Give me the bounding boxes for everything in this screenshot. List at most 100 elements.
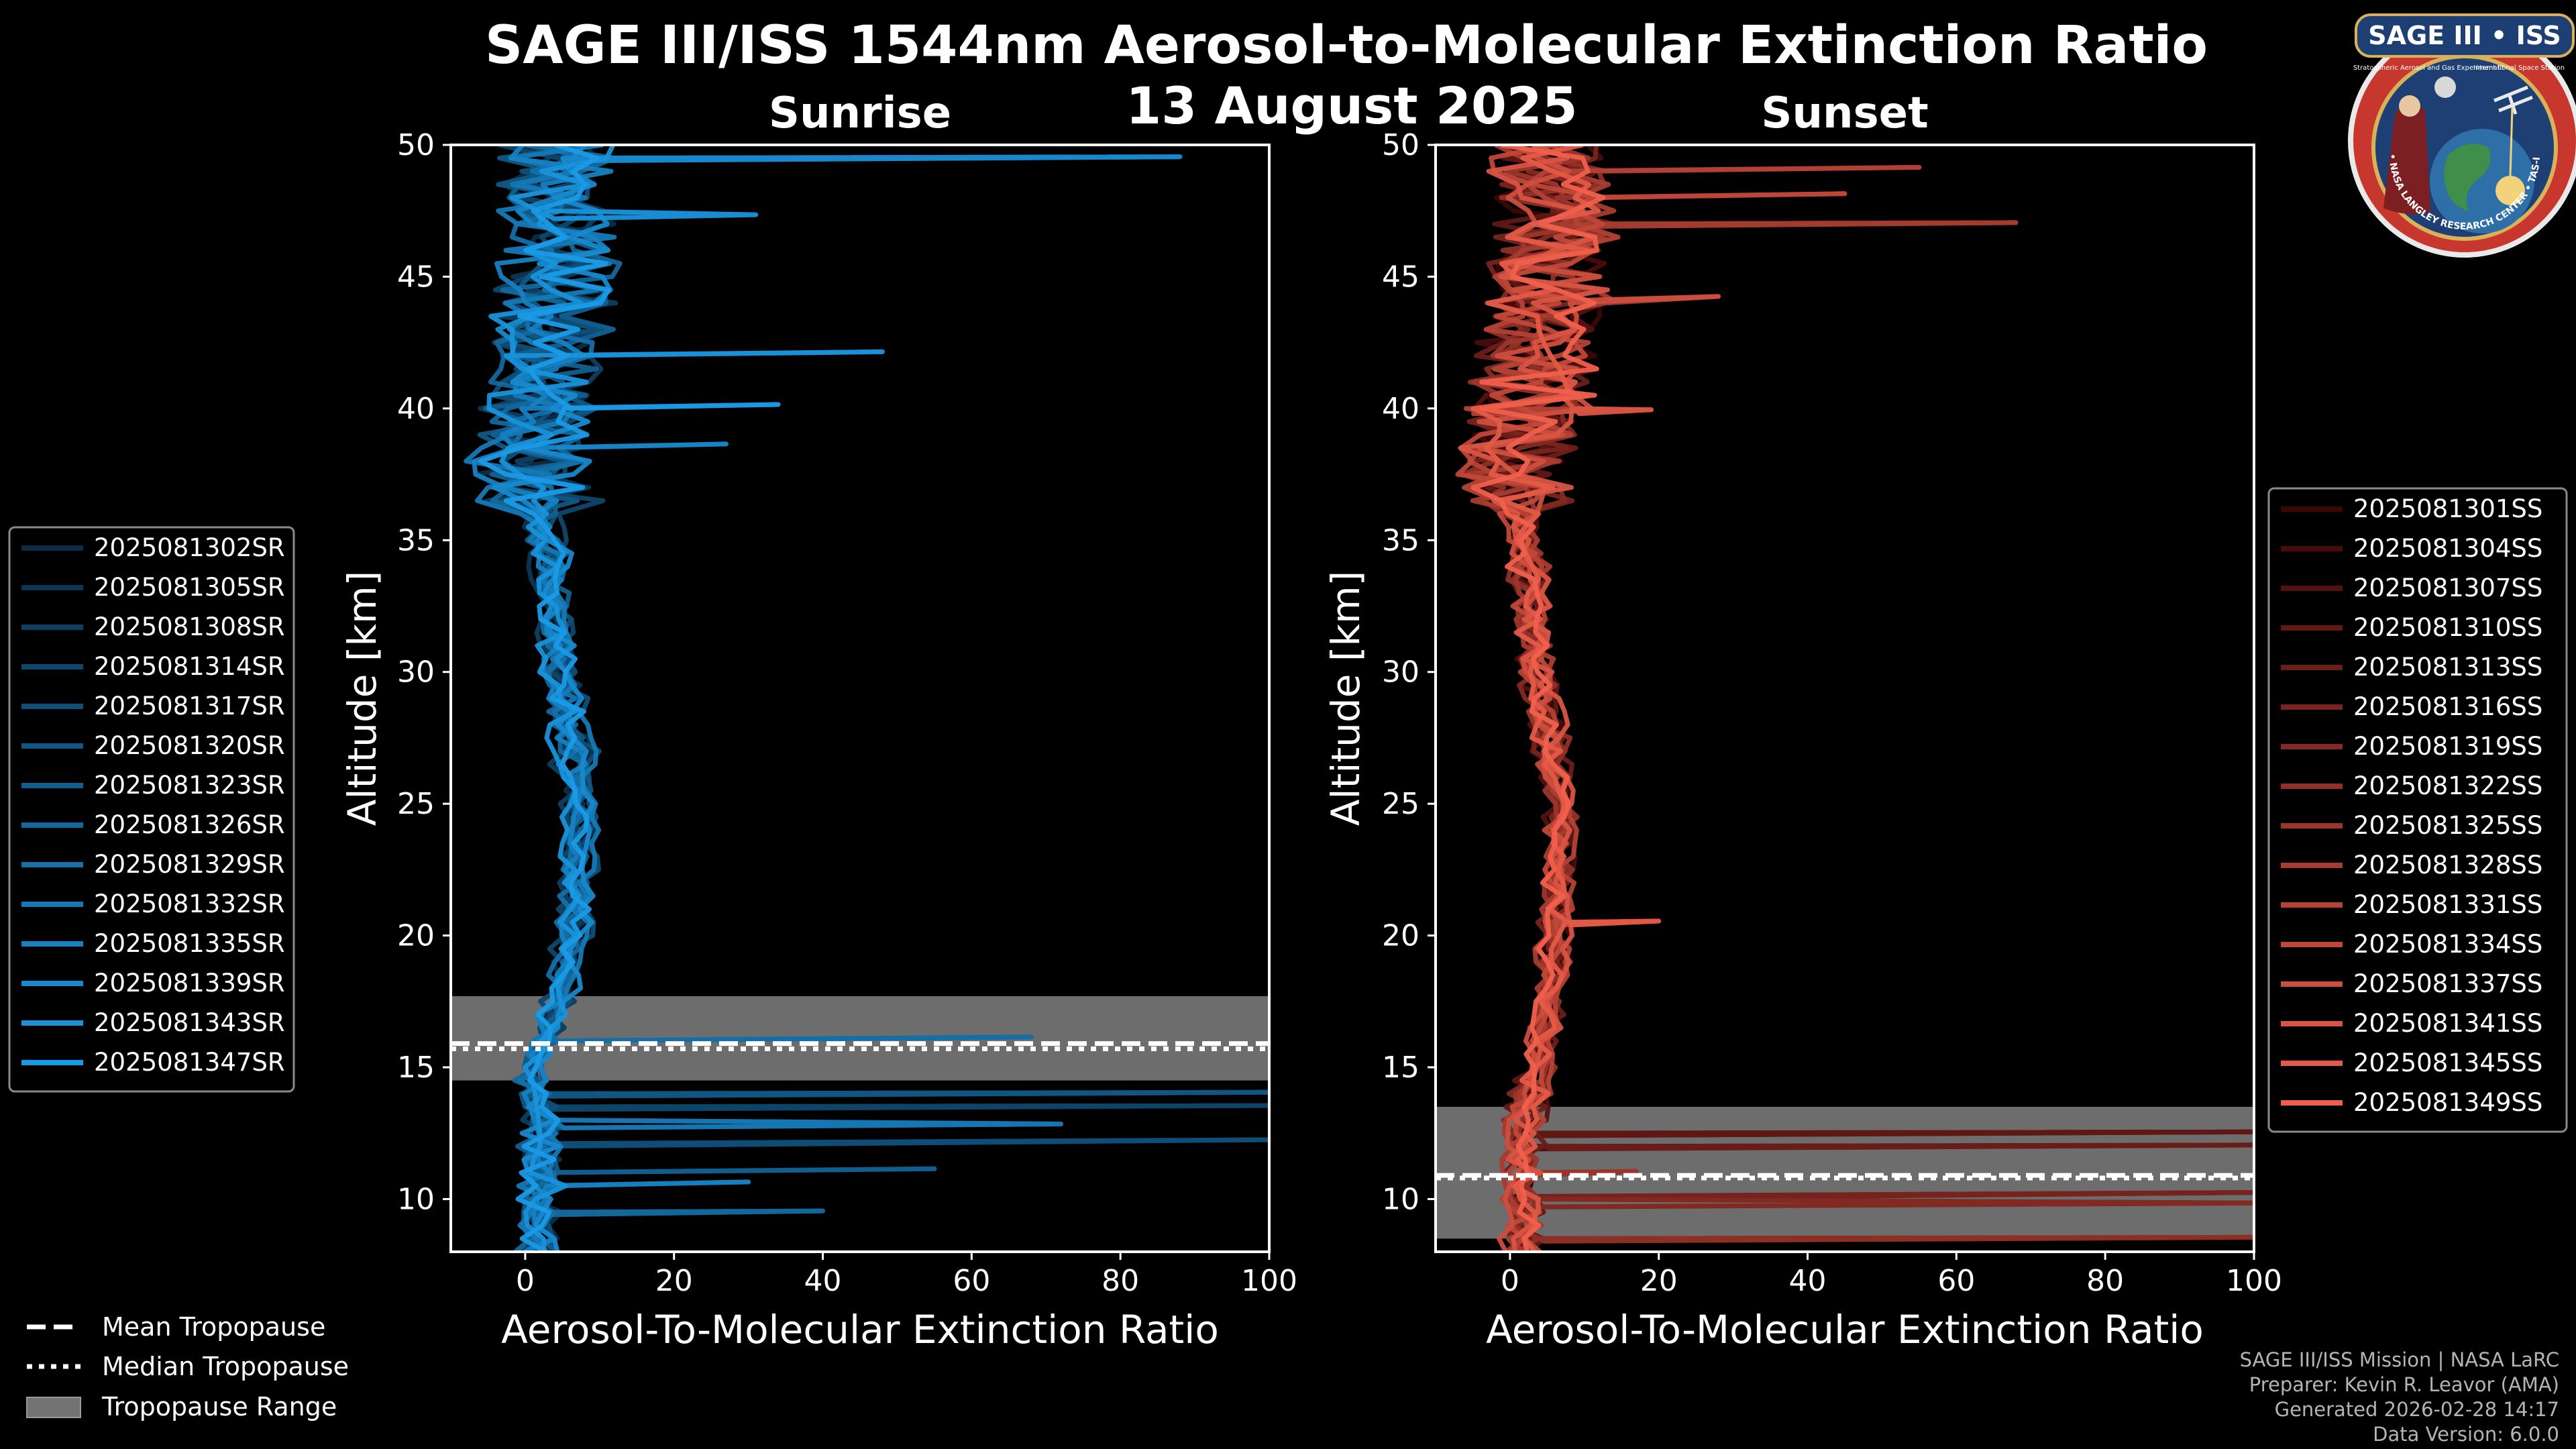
sunrise-x-tick-label: 20 xyxy=(655,1264,693,1298)
sunset-y-tick-label: 20 xyxy=(1382,919,1419,953)
sunset-y-tick-label: 15 xyxy=(1382,1051,1419,1085)
logo-continent-icon xyxy=(2444,144,2491,211)
sunrise-profiles xyxy=(464,145,1269,1252)
sunset-x-tick-label: 20 xyxy=(1640,1264,1678,1298)
sunset-y-axis-label: Altitude [km] xyxy=(1323,571,1368,826)
legend-label-2025081313SS: 2025081313SS xyxy=(2353,653,2542,682)
logo-scientist-figure-icon xyxy=(2383,103,2430,214)
figure-date: 13 August 2025 xyxy=(1126,76,1577,136)
legend-label-2025081326SR: 2025081326SR xyxy=(94,810,285,839)
sunset-y-tick-label: 25 xyxy=(1382,787,1419,821)
sunrise-x-tick-label: 100 xyxy=(1241,1264,1297,1298)
logo-iss-label: International Space Station xyxy=(2473,64,2565,72)
sunrise-y-tick-label: 35 xyxy=(397,523,435,557)
profile-2025081343SR xyxy=(486,145,885,1252)
tropopause-legend: Mean Tropopause Median Tropopause Tropop… xyxy=(26,1312,349,1421)
legend-label-2025081349SS: 2025081349SS xyxy=(2353,1088,2542,1117)
legend-label-2025081323SR: 2025081323SR xyxy=(94,771,285,800)
footer-mission: SAGE III/ISS Mission | NASA LaRC xyxy=(2240,1348,2559,1371)
sunset-x-axis-label: Aerosol-To-Molecular Extinction Ratio xyxy=(1486,1307,2204,1352)
legend-label-2025081302SR: 2025081302SR xyxy=(94,533,285,562)
logo-light-beam-icon xyxy=(2509,107,2514,176)
sunrise-panel: 0 20 40 60 80 100 10 15 20 25 30 35 40 45 50 Sunrise Aer… xyxy=(339,89,1297,1352)
legend-label-2025081332SR: 2025081332SR xyxy=(94,890,285,918)
tropopause-range-legend-patch xyxy=(26,1397,81,1418)
median-tropopause-legend-label: Median Tropopause xyxy=(102,1352,349,1381)
sunrise-y-tick-label: 15 xyxy=(397,1051,435,1085)
legend-label-2025081331SS: 2025081331SS xyxy=(2353,890,2542,919)
legend-label-2025081335SR: 2025081335SR xyxy=(94,929,285,958)
figure-title: SAGE III/ISS 1544nm Aerosol-to-Molecular… xyxy=(485,15,2208,76)
sunset-legend-box xyxy=(2267,487,2568,1133)
sunrise-y-tick-label: 50 xyxy=(397,128,435,162)
sunset-y-tick-label: 30 xyxy=(1382,655,1419,690)
legend-label-2025081316SS: 2025081316SS xyxy=(2353,692,2542,721)
legend-label-2025081322SS: 2025081322SS xyxy=(2353,771,2542,800)
legend-label-2025081339SR: 2025081339SR xyxy=(94,969,285,998)
sunrise-plot-frame xyxy=(449,144,1271,1253)
profile-2025081347SR xyxy=(478,145,781,1252)
legend-label-2025081325SS: 2025081325SS xyxy=(2353,811,2542,840)
logo-moon-icon xyxy=(2434,76,2456,98)
legend-label-2025081337SS: 2025081337SS xyxy=(2353,969,2542,998)
sunrise-y-tick-label: 45 xyxy=(397,260,435,294)
legend-label-2025081328SS: 2025081328SS xyxy=(2353,851,2542,879)
legend-label-2025081343SR: 2025081343SR xyxy=(94,1008,285,1037)
logo-subtitle: Stratospheric Aerosol and Gas Experiment… xyxy=(2353,64,2504,72)
profile-2025081349SS xyxy=(1470,145,1606,1252)
sunrise-x-tick-label: 40 xyxy=(804,1264,842,1298)
sunrise-x-tick-label: 0 xyxy=(516,1264,535,1298)
legend-label-2025081320SR: 2025081320SR xyxy=(94,731,285,760)
sunset-x-tick-label: 100 xyxy=(2226,1264,2282,1298)
sunset-legend: 2025081301SS 2025081304SS 2025081307SS 2025… xyxy=(2267,487,2568,1133)
legend-label-2025081334SS: 2025081334SS xyxy=(2353,930,2542,959)
legend-label-2025081341SS: 2025081341SS xyxy=(2353,1009,2542,1038)
logo-scientist-head-icon xyxy=(2399,95,2420,117)
mean-tropopause-legend-label: Mean Tropopause xyxy=(102,1312,325,1342)
sunset-x-tick-label: 60 xyxy=(1937,1264,1975,1298)
sunset-y-tick-label: 45 xyxy=(1382,260,1419,294)
logo-sun-icon xyxy=(2496,176,2525,205)
sunrise-x-tick-label: 80 xyxy=(1102,1264,1139,1298)
legend-label-2025081301SS: 2025081301SS xyxy=(2353,494,2542,523)
sunrise-y-axis-label: Altitude [km] xyxy=(339,571,385,826)
sunset-x-tick-label: 80 xyxy=(2086,1264,2124,1298)
legend-label-2025081304SS: 2025081304SS xyxy=(2353,534,2542,563)
sunset-panel-title: Sunset xyxy=(1761,89,1928,138)
legend-label-2025081310SS: 2025081310SS xyxy=(2353,613,2542,642)
sunrise-panel-title: Sunrise xyxy=(769,89,951,138)
sunset-y-tick-label: 50 xyxy=(1382,128,1419,162)
sunset-x-tick-label: 0 xyxy=(1501,1264,1519,1298)
legend-label-2025081307SS: 2025081307SS xyxy=(2353,574,2542,602)
sunset-panel: 0 20 40 60 80 100 10 15 20 25 30 35 40 45 50 Sunset Aero… xyxy=(1323,89,2282,1352)
logo-iss-icon xyxy=(2493,85,2533,115)
sunrise-legend: 2025081302SR 2025081305SR 2025081308SR 2025… xyxy=(8,526,295,1093)
legend-label-2025081329SR: 2025081329SR xyxy=(94,850,285,879)
tropopause-range-legend-label: Tropopause Range xyxy=(101,1392,337,1421)
sunset-y-tick-label: 35 xyxy=(1382,523,1419,557)
sunrise-y-tick-label: 40 xyxy=(397,392,435,426)
sunrise-y-tick-label: 25 xyxy=(397,787,435,821)
logo-title: SAGE III • ISS xyxy=(2368,21,2561,50)
legend-label-2025081317SR: 2025081317SR xyxy=(94,692,285,720)
legend-label-2025081319SS: 2025081319SS xyxy=(2353,732,2542,761)
legend-label-2025081347SR: 2025081347SR xyxy=(94,1048,285,1077)
sunrise-y-tick-label: 20 xyxy=(397,919,435,953)
sunset-y-tick-label: 40 xyxy=(1382,392,1419,426)
legend-label-2025081305SR: 2025081305SR xyxy=(94,573,285,602)
legend-label-2025081308SR: 2025081308SR xyxy=(94,612,285,641)
sunrise-x-axis-label: Aerosol-To-Molecular Extinction Ratio xyxy=(501,1307,1219,1352)
sunset-y-tick-label: 10 xyxy=(1382,1182,1419,1216)
legend-label-2025081345SS: 2025081345SS xyxy=(2353,1049,2542,1077)
profile-2025081345SS xyxy=(1470,145,1662,1252)
sunset-x-tick-label: 40 xyxy=(1789,1264,1827,1298)
footer-data-version: Data Version: 6.0.0 xyxy=(2373,1423,2559,1446)
sunrise-x-tick-label: 60 xyxy=(953,1264,990,1298)
footer-preparer: Preparer: Kevin R. Leavor (AMA) xyxy=(2249,1373,2559,1396)
legend-label-2025081314SR: 2025081314SR xyxy=(94,652,285,681)
sunrise-y-tick-label: 10 xyxy=(397,1182,435,1216)
sunset-plot-frame xyxy=(1434,144,2255,1253)
sunset-profiles xyxy=(1455,145,2254,1252)
logo-banner xyxy=(2355,13,2575,58)
